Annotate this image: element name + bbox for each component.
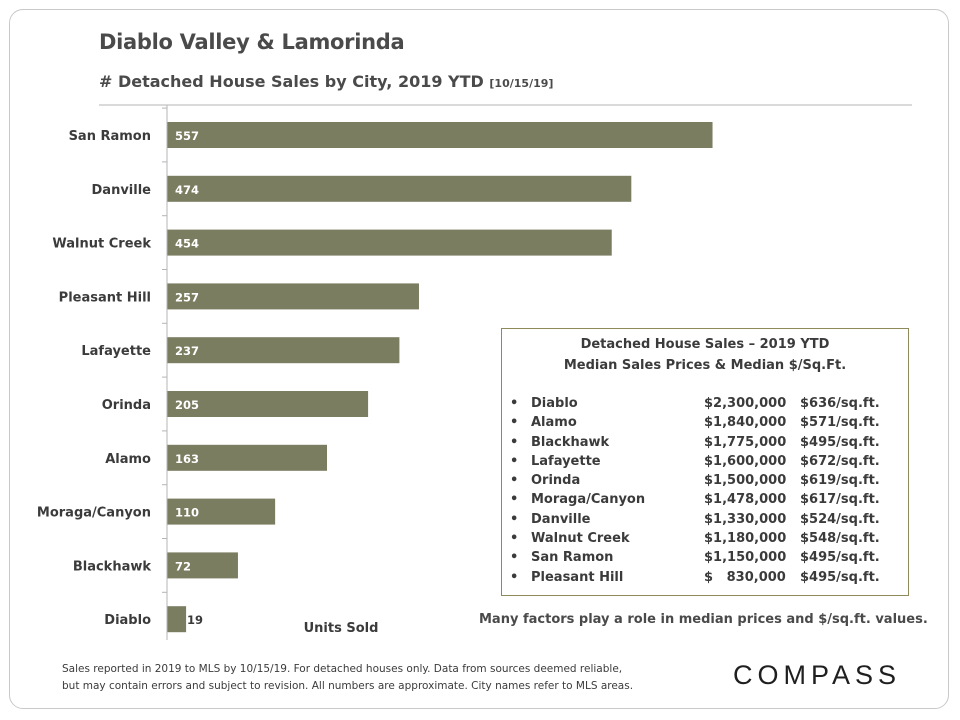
bullet-icon: • [510, 492, 519, 508]
subtitle-text: # Detached House Sales by City, 2019 YTD [99, 72, 484, 91]
footnote-line-1: Sales reported in 2019 to MLS by 10/15/1… [62, 663, 623, 675]
category-label: Danville [92, 183, 152, 198]
category-label: Walnut Creek [52, 237, 151, 252]
value-label: 474 [175, 183, 199, 197]
median-price-row: • Diablo $2,300,000 $636/sq.ft. [508, 396, 898, 415]
chart-title: Diablo Valley & Lamorinda [99, 30, 405, 54]
value-label: 454 [175, 237, 199, 251]
category-label: Orinda [102, 398, 151, 413]
bar [167, 552, 238, 579]
row-price-per-sqft: $524/sq.ft. [800, 511, 880, 527]
bullet-icon: • [510, 473, 519, 489]
row-price-per-sqft: $548/sq.ft. [800, 531, 880, 547]
row-city: San Ramon [531, 550, 614, 566]
median-prices-box: Detached House Sales – 2019 YTD Median S… [501, 328, 909, 596]
bullet-icon: • [510, 531, 519, 547]
bar [167, 606, 187, 633]
bullet-icon: • [510, 396, 519, 411]
row-city: Pleasant Hill [531, 569, 624, 585]
value-label: 110 [175, 506, 199, 520]
bullet-icon: • [510, 415, 519, 431]
x-axis-label: Units Sold [304, 621, 379, 636]
row-median-price: $1,500,000 [704, 473, 787, 489]
value-label: 205 [175, 398, 199, 412]
bullet-icon: • [510, 434, 519, 450]
bar [167, 175, 632, 202]
row-price-per-sqft: $619/sq.ft. [800, 473, 880, 489]
bullet-icon: • [510, 550, 519, 566]
row-median-price: $1,478,000 [704, 492, 787, 508]
row-price-per-sqft: $636/sq.ft. [800, 396, 880, 411]
row-median-price: $1,840,000 [704, 415, 787, 431]
row-price-per-sqft: $571/sq.ft. [800, 415, 880, 431]
row-median-price: $1,150,000 [704, 550, 787, 566]
bullet-icon: • [510, 569, 519, 585]
category-label: Blackhawk [73, 559, 152, 574]
median-price-row: • Walnut Creek $1,180,000 $548/sq.ft. [508, 531, 898, 550]
row-city: Moraga/Canyon [531, 492, 646, 508]
row-price-per-sqft: $495/sq.ft. [800, 569, 880, 585]
category-label: Lafayette [81, 344, 151, 359]
slide-frame [9, 9, 949, 709]
footnote-line-2: but may contain errors and subject to re… [62, 680, 634, 692]
value-label: 237 [175, 344, 199, 358]
row-city: Walnut Creek [531, 531, 630, 547]
median-price-row: • Blackhawk $1,775,000 $495/sq.ft. [508, 435, 898, 454]
category-label: Moraga/Canyon [37, 506, 151, 521]
value-label: 557 [175, 129, 199, 143]
category-label: Alamo [105, 452, 151, 467]
bar [167, 498, 276, 525]
row-city: Orinda [531, 473, 581, 489]
row-city: Danville [531, 511, 591, 527]
row-city: Blackhawk [531, 434, 610, 450]
value-label: 163 [175, 452, 199, 466]
value-label: 257 [175, 290, 199, 304]
bullet-icon: • [510, 453, 519, 469]
row-price-per-sqft: $672/sq.ft. [800, 453, 880, 469]
factors-note: Many factors play a role in median price… [479, 612, 928, 627]
bar [167, 337, 400, 364]
row-median-price: $ 830,000 [704, 569, 786, 585]
footnote: Sales reported in 2019 to MLS by 10/15/1… [62, 661, 682, 695]
category-label: San Ramon [69, 129, 151, 144]
row-price-per-sqft: $617/sq.ft. [800, 492, 880, 508]
category-label: Diablo [104, 613, 151, 628]
chart-subtitle: # Detached House Sales by City, 2019 YTD… [99, 72, 553, 91]
row-city: Lafayette [531, 453, 601, 469]
row-median-price: $1,330,000 [704, 511, 787, 527]
row-median-price: $1,600,000 [704, 453, 787, 469]
row-median-price: $1,775,000 [704, 434, 787, 450]
median-price-row: • Orinda $1,500,000 $619/sq.ft. [508, 473, 898, 492]
median-price-row: • San Ramon $1,150,000 $495/sq.ft. [508, 550, 898, 569]
category-label: Pleasant Hill [59, 290, 151, 305]
bar [167, 444, 327, 471]
compass-logo: COMPASS [733, 660, 902, 690]
infobox-subtitle: Median Sales Prices & Median $/Sq.Ft. [563, 358, 847, 373]
bar [167, 283, 419, 310]
row-price-per-sqft: $495/sq.ft. [800, 550, 880, 566]
median-price-row: • Alamo $1,840,000 $571/sq.ft. [508, 415, 898, 434]
row-median-price: $2,300,000 [704, 396, 787, 411]
bar [167, 122, 713, 148]
median-price-row: • Moraga/Canyon $1,478,000 $617/sq.ft. [508, 492, 898, 511]
infobox-title: Detached House Sales – 2019 YTD [580, 337, 830, 352]
row-median-price: $1,180,000 [704, 531, 787, 547]
bar [167, 391, 369, 417]
median-price-row: • Pleasant Hill $ 830,000 $495/sq.ft. [508, 570, 898, 589]
row-city: Diablo [531, 396, 578, 411]
value-label: 72 [175, 559, 191, 573]
median-prices-list: • Diablo $2,300,000 $636/sq.ft. • Alamo $1,840… [508, 396, 898, 589]
bar [167, 229, 612, 256]
row-city: Alamo [531, 415, 577, 431]
row-price-per-sqft: $495/sq.ft. [800, 434, 880, 450]
subtitle-date: [10/15/19] [489, 77, 554, 90]
median-price-row: • Lafayette $1,600,000 $672/sq.ft. [508, 454, 898, 473]
median-price-row: • Danville $1,330,000 $524/sq.ft. [508, 512, 898, 531]
value-label: 19 [187, 613, 203, 627]
bullet-icon: • [510, 511, 519, 527]
